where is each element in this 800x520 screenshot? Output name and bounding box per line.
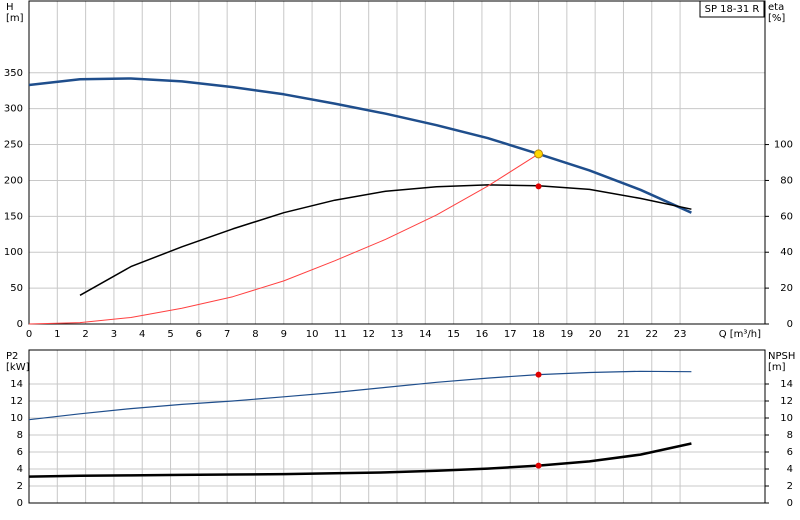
y-tick-label: 100: [4, 247, 23, 258]
x-tick-label: 5: [167, 329, 173, 340]
operating-point: [534, 149, 544, 159]
y-axis-unit: [kW]: [6, 362, 30, 373]
x-tick-label: 22: [645, 329, 658, 340]
curve: [79, 184, 692, 296]
y-tick-label: 2: [17, 481, 23, 492]
y-tick-label: 8: [17, 430, 23, 441]
y2-tick-label: 4: [787, 464, 793, 475]
y2-tick-label: 20: [780, 283, 793, 294]
curve: [28, 77, 692, 214]
plot-frame: [28, 0, 766, 325]
y2-tick-label: 2: [787, 481, 793, 492]
y-axis-label: P2: [6, 351, 18, 362]
x-tick-label: 3: [111, 329, 117, 340]
operating-point: [535, 462, 542, 469]
x-tick-label: 17: [504, 329, 517, 340]
x-tick-label: 6: [196, 329, 202, 340]
y-tick-label: 10: [10, 413, 23, 424]
y2-tick-label: 12: [780, 396, 793, 407]
y-tick-label: 0: [17, 498, 23, 509]
x-tick-label: 4: [139, 329, 145, 340]
x-tick-label: 7: [224, 329, 230, 340]
y2-tick-label: 0: [787, 498, 793, 509]
y-tick-label: 6: [17, 447, 23, 458]
y-tick-label: 50: [10, 283, 23, 294]
y2-tick-label: 40: [780, 247, 793, 258]
y2-tick-label: 100: [774, 140, 793, 151]
y-tick-label: 300: [4, 104, 23, 115]
x-tick-label: 12: [362, 329, 375, 340]
y2-axis-label: eta: [768, 2, 784, 13]
y-tick-label: 250: [4, 140, 23, 151]
curve: [28, 442, 692, 478]
y-axis-unit: [m]: [6, 13, 24, 24]
curve: [28, 153, 539, 325]
y-tick-label: 150: [4, 211, 23, 222]
y-tick-label: 200: [4, 175, 23, 186]
y2-axis-unit: [m]: [768, 362, 786, 373]
x-tick-label: 23: [674, 329, 687, 340]
x-axis-label: Q [m³/h]: [719, 329, 761, 340]
x-tick-label: 16: [476, 329, 489, 340]
y2-axis-unit: [%]: [768, 13, 785, 24]
operating-point: [535, 183, 542, 190]
y2-tick-label: 10: [780, 413, 793, 424]
y2-tick-label: 80: [780, 175, 793, 186]
x-tick-label: 20: [589, 329, 602, 340]
y2-axis-label: NPSH: [768, 351, 795, 362]
x-tick-label: 13: [391, 329, 404, 340]
y2-tick-label: 60: [780, 211, 793, 222]
x-tick-label: 0: [26, 329, 32, 340]
x-tick-label: 21: [617, 329, 630, 340]
y-tick-label: 14: [10, 379, 23, 390]
x-tick-label: 19: [560, 329, 573, 340]
x-tick-label: 9: [281, 329, 287, 340]
y-tick-label: 4: [17, 464, 23, 475]
y-tick-label: 350: [4, 68, 23, 79]
x-tick-label: 18: [532, 329, 545, 340]
x-tick-label: 8: [252, 329, 258, 340]
y2-tick-label: 0: [787, 319, 793, 330]
x-tick-label: 2: [82, 329, 88, 340]
operating-point: [535, 371, 542, 378]
y-tick-label: 0: [17, 319, 23, 330]
x-tick-label: 15: [447, 329, 460, 340]
legend-label: SP 18-31 R: [705, 4, 760, 15]
y2-tick-label: 14: [780, 379, 793, 390]
x-tick-label: 11: [334, 329, 347, 340]
x-tick-label: 10: [306, 329, 319, 340]
y2-tick-label: 6: [787, 447, 793, 458]
y2-tick-label: 8: [787, 430, 793, 441]
x-tick-label: 1: [54, 329, 60, 340]
plot-frame: [28, 349, 766, 504]
y-tick-label: 12: [10, 396, 23, 407]
legend-box: [699, 0, 765, 18]
x-tick-label: 14: [419, 329, 432, 340]
curve: [28, 370, 692, 421]
y-axis-label: H: [6, 2, 14, 13]
